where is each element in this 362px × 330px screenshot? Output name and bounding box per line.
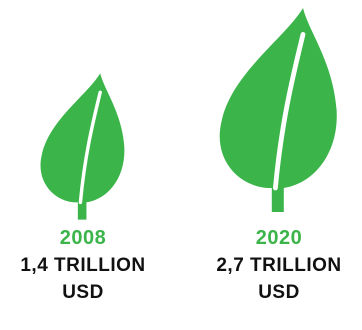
year-label: 2008 (59, 227, 107, 249)
leaf-vein (273, 31, 306, 191)
amount-value: 1,4 TRILLION (20, 255, 146, 276)
leaf-icon-small (40, 73, 125, 220)
amount-unit: USD (62, 282, 104, 303)
amount-unit: USD (258, 282, 300, 303)
amount-value: 2,7 TRILLION (216, 255, 342, 276)
year-label: 2020 (255, 227, 303, 249)
leaf-icon-large (219, 8, 337, 212)
caption-2020: 2020 2,7 TRILLION USD (196, 225, 362, 306)
caption-2008: 2008 1,4 TRILLION USD (0, 225, 166, 306)
leaf-blade (40, 73, 125, 220)
leaf-blade (219, 8, 337, 212)
leaf-vein (78, 90, 102, 205)
